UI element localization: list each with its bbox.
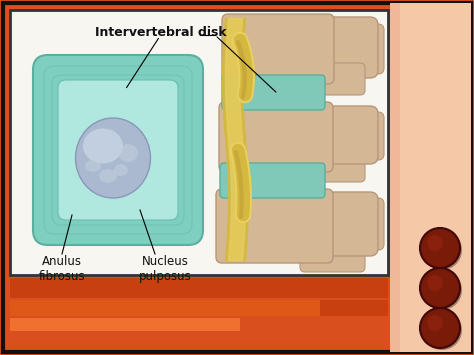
Bar [10,318,240,331]
FancyBboxPatch shape [334,24,384,74]
FancyBboxPatch shape [330,198,384,250]
Bar [390,3,471,352]
Text: Anulus
fibrosus: Anulus fibrosus [39,255,85,283]
Circle shape [422,270,462,310]
Circle shape [420,228,460,268]
Ellipse shape [75,118,151,198]
FancyBboxPatch shape [58,80,178,220]
Text: Nucleus
pulposus: Nucleus pulposus [138,255,191,283]
FancyBboxPatch shape [33,55,203,245]
Circle shape [427,275,443,291]
FancyBboxPatch shape [287,17,378,78]
Ellipse shape [118,144,138,162]
Circle shape [420,268,460,308]
Text: Intervertebral disk: Intervertebral disk [95,26,227,38]
FancyBboxPatch shape [305,63,365,95]
Ellipse shape [114,164,128,176]
FancyBboxPatch shape [303,150,365,182]
FancyBboxPatch shape [220,163,325,198]
FancyBboxPatch shape [222,75,325,110]
FancyBboxPatch shape [300,240,365,272]
Circle shape [420,308,460,348]
Bar [400,3,471,352]
FancyBboxPatch shape [284,106,378,164]
Circle shape [427,315,443,331]
Ellipse shape [83,129,123,164]
FancyBboxPatch shape [216,189,333,263]
Ellipse shape [99,169,117,183]
FancyBboxPatch shape [219,102,333,172]
FancyBboxPatch shape [332,112,384,160]
Bar [320,300,388,316]
Circle shape [422,310,462,350]
Ellipse shape [85,160,101,172]
Bar [10,300,320,316]
Bar [10,278,388,298]
Bar [10,10,388,275]
FancyBboxPatch shape [282,192,378,256]
Circle shape [427,235,443,251]
FancyBboxPatch shape [222,14,334,84]
Circle shape [422,230,462,270]
